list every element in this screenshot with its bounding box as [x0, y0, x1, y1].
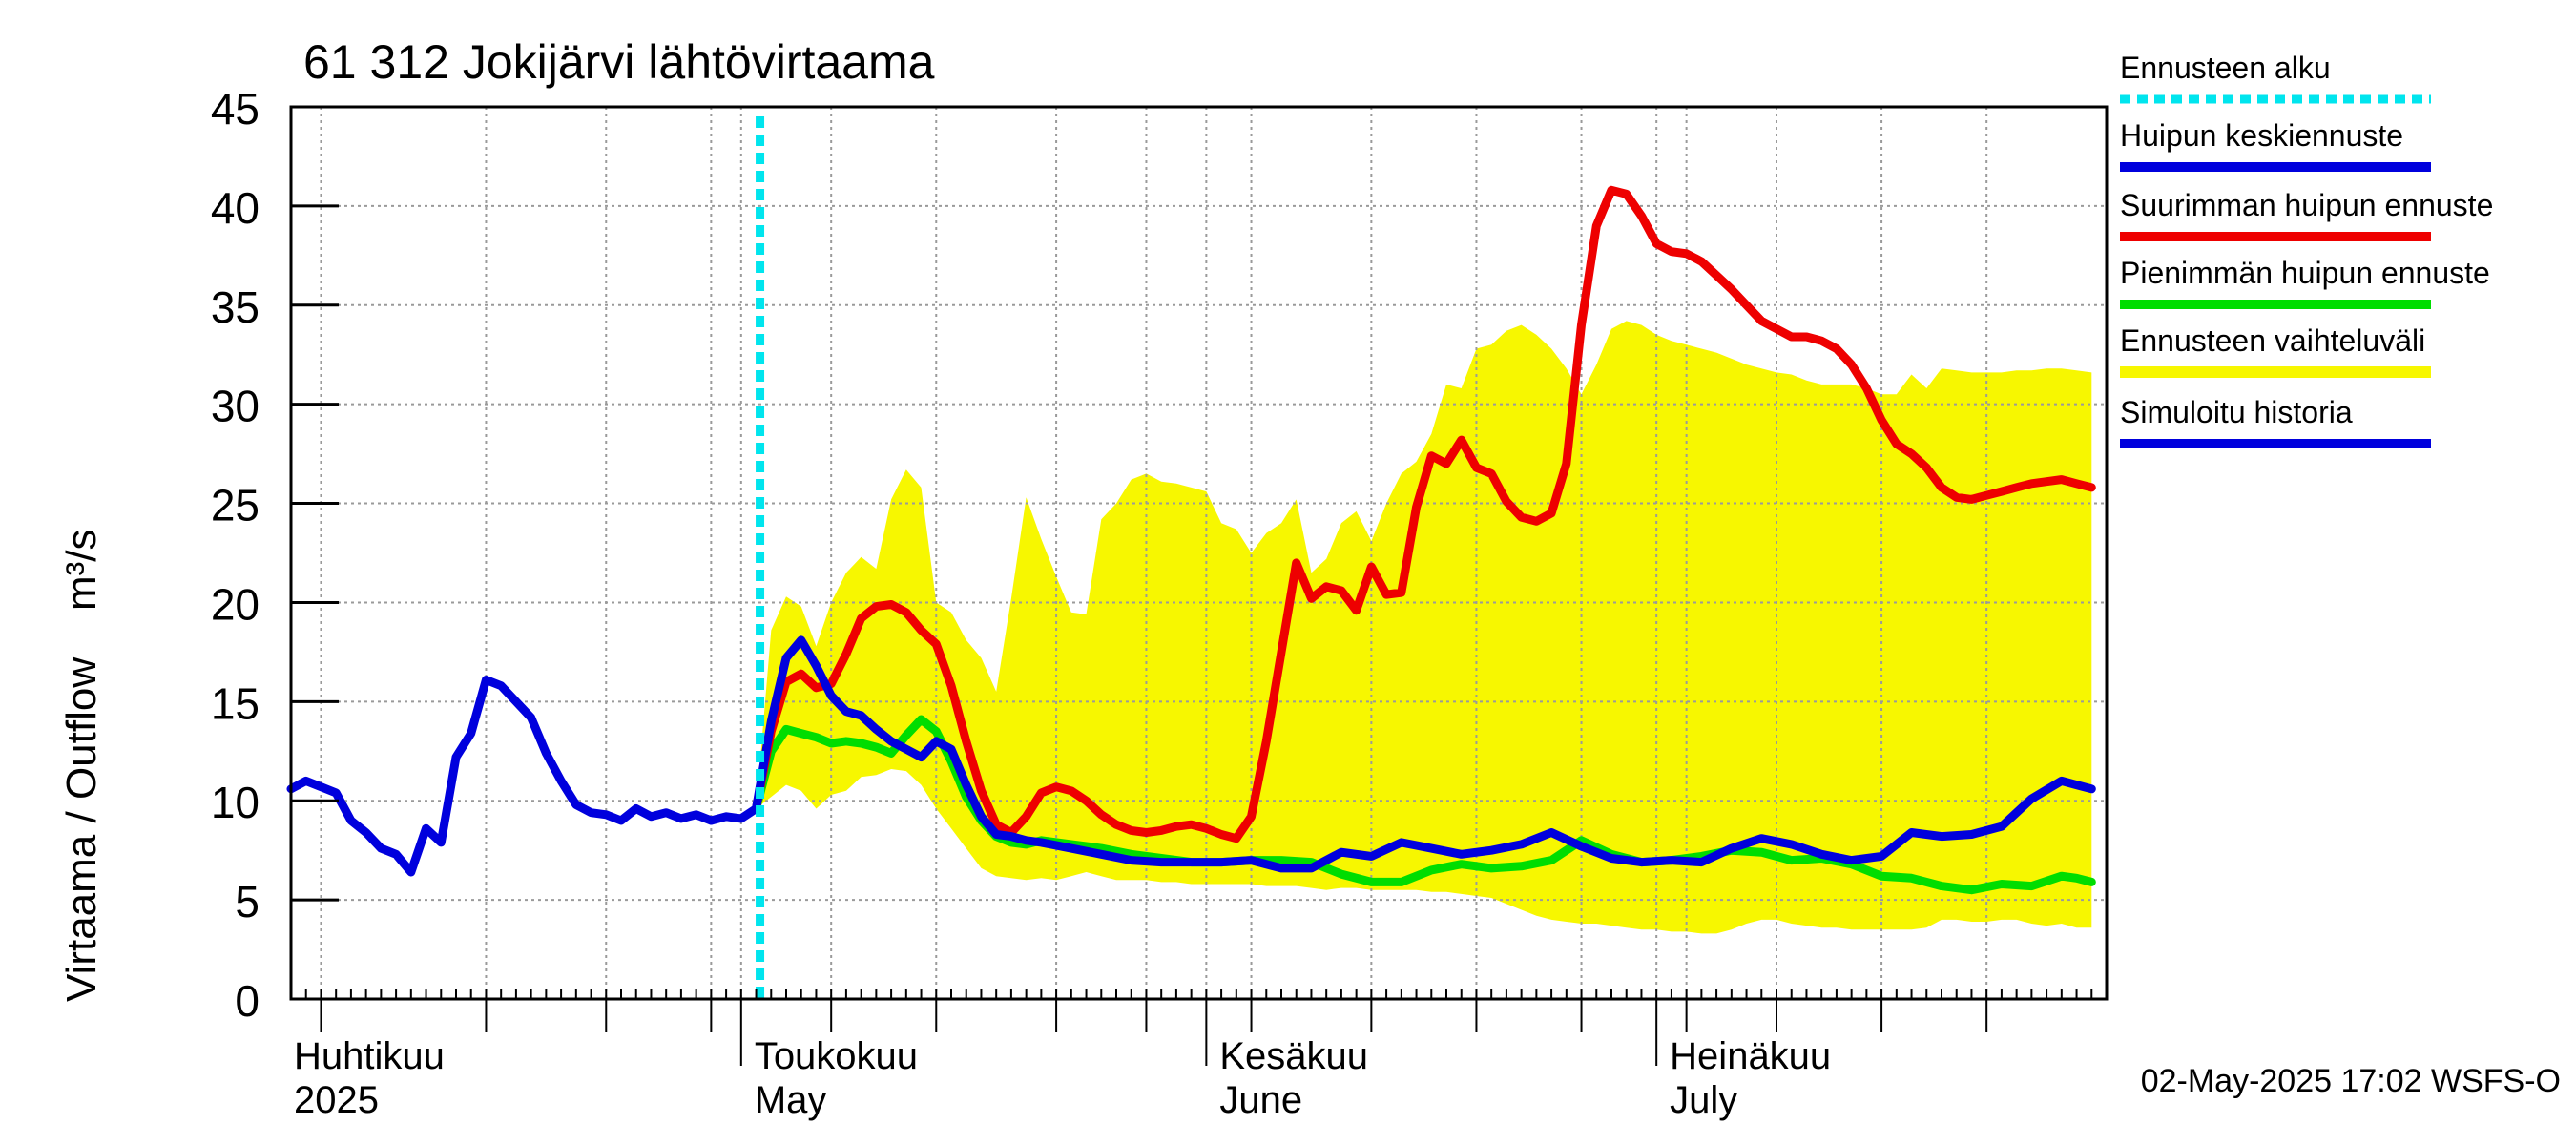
y-tick-label: 40	[211, 183, 260, 233]
x-month-label-fi: Huhtikuu	[294, 1035, 445, 1077]
x-month-label-en: May	[755, 1079, 827, 1121]
simulated-history-line	[286, 676, 760, 877]
legend-label: Pienimmän huipun ennuste	[2120, 256, 2490, 290]
x-month-label-en: July	[1670, 1079, 1737, 1121]
axes: 051015202530354045Huhtikuu2025ToukokuuMa…	[211, 84, 2109, 1121]
forecast-range-band-layer	[756, 321, 2092, 934]
max-peak-forecast-line	[752, 185, 2096, 843]
x-month-label-fi: Kesäkuu	[1219, 1035, 1368, 1077]
x-month-label-en: 2025	[294, 1079, 379, 1121]
x-month-label-fi: Heinäkuu	[1670, 1035, 1831, 1077]
x-month-label-en: June	[1219, 1079, 1302, 1121]
y-tick-label: 25	[211, 481, 260, 531]
y-axis-label: Virtaama / Outflow m³/s	[58, 529, 105, 1002]
x-month-label-fi: Toukokuu	[755, 1035, 918, 1077]
y-tick-label: 0	[235, 976, 260, 1026]
legend-label: Simuloitu historia	[2120, 395, 2353, 429]
plot-frame	[289, 105, 2109, 1001]
legend-label: Suurimman huipun ennuste	[2120, 188, 2493, 222]
legend-label: Huipun keskiennuste	[2120, 118, 2403, 153]
legend-label: Ennusteen alku	[2120, 51, 2331, 85]
mean-peak-forecast-line	[752, 635, 2096, 873]
y-tick-label: 45	[211, 84, 260, 134]
y-tick-label: 10	[211, 778, 260, 827]
y-tick-label: 30	[211, 382, 260, 431]
y-tick-label: 15	[211, 678, 260, 728]
y-tick-label: 5	[235, 877, 260, 926]
series-lines	[286, 116, 2096, 999]
y-tick-label: 35	[211, 282, 260, 332]
chart-title: 61 312 Jokijärvi lähtövirtaama	[303, 35, 935, 89]
timestamp: 02-May-2025 17:02 WSFS-O	[2141, 1063, 2561, 1099]
y-tick-label: 20	[211, 579, 260, 629]
forecast-range-band	[756, 321, 2092, 934]
legend-label: Ennusteen vaihteluväli	[2120, 323, 2425, 358]
grid	[291, 107, 2107, 999]
legend: Ennusteen alku Huipun keskiennuste Suurimm…	[2120, 51, 2493, 448]
